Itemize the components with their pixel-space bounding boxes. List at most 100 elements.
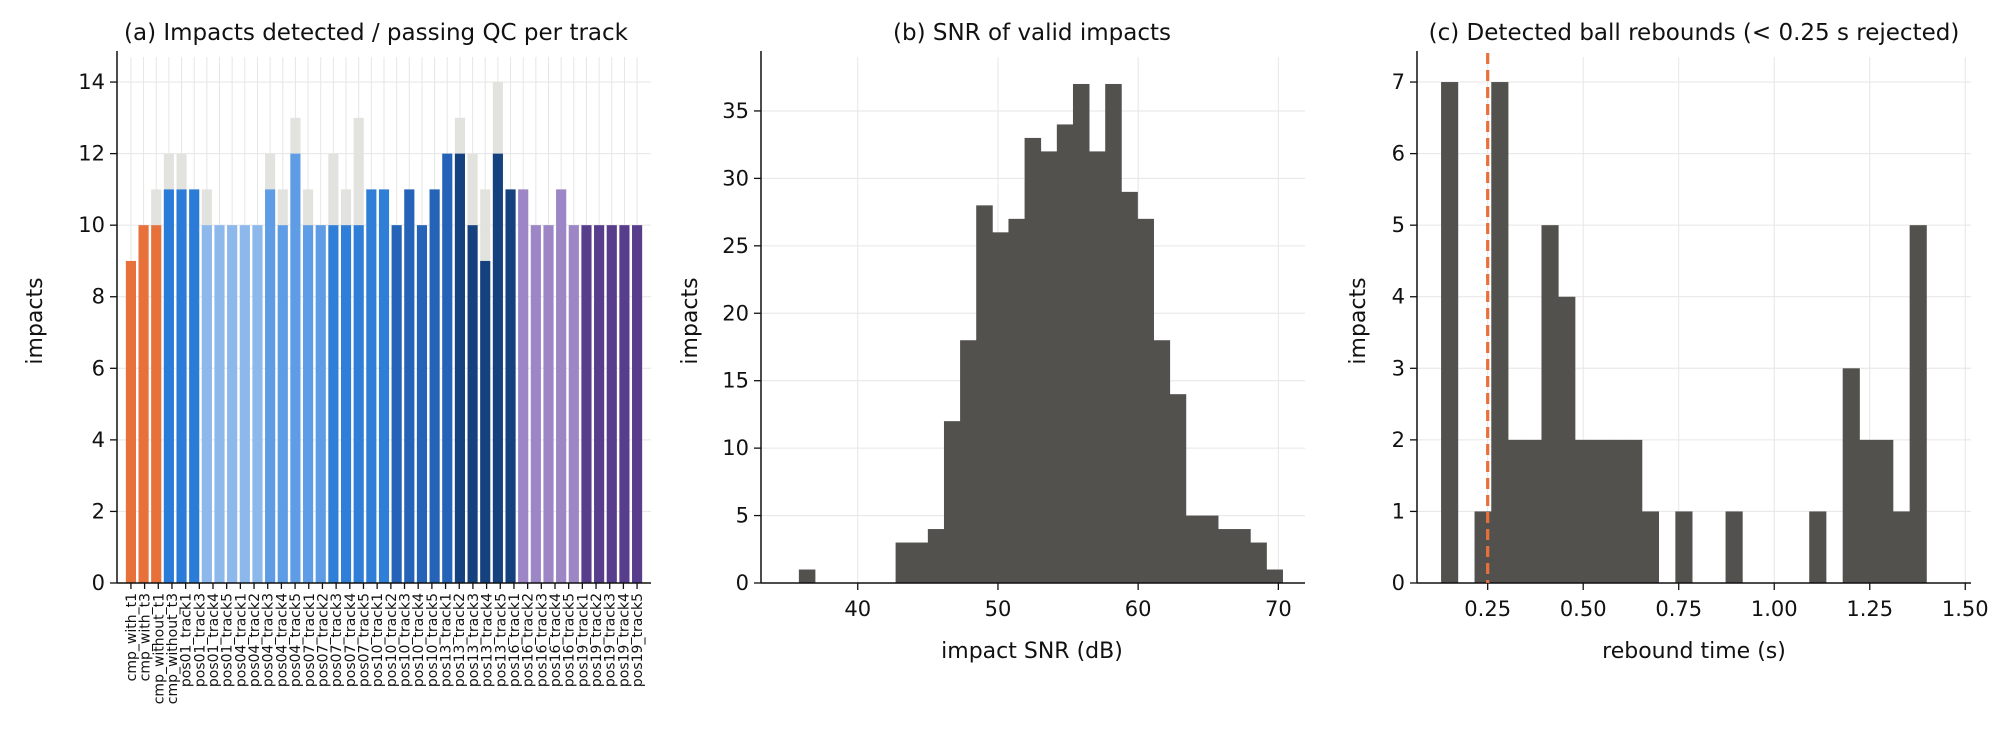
panel-b-hist-bar (1056, 124, 1074, 583)
panel-a-xtick-label: pos04_track1 (233, 593, 249, 687)
panel-b-hist-bar (992, 232, 1009, 584)
panel-b-hist-bar (1153, 340, 1171, 583)
panel-a-xtick-label: pos10_track2 (384, 593, 400, 687)
panel-a-xtick-label: pos13_track2 (452, 593, 468, 687)
panel-b-hist-bar (1250, 542, 1267, 583)
panel-a-xtick-label: pos04_track5 (288, 593, 304, 687)
panel-a-xtick-label: pos19_track3 (603, 593, 619, 687)
panel-c-xtick-label: 1.00 (1751, 597, 1798, 621)
panel-b-hist-bar (960, 340, 977, 583)
bar-passing-qc-cmp_with_t2 (138, 225, 149, 583)
panel-a-title: (a) Impacts detected / passing QC per tr… (124, 20, 629, 46)
panel-b-hist-bar (1137, 218, 1154, 583)
panel-a-ytick-label: 12 (78, 142, 105, 166)
panel-a-ytick-label: 8 (92, 285, 105, 309)
bar-passing-qc-pos04_track1 (265, 189, 276, 583)
panel-c-hist-bar (1541, 225, 1559, 583)
panel-c-hist-bar (1524, 439, 1542, 583)
panel-b-hist-bar (1121, 191, 1138, 583)
bar-passing-qc-cmp_without_t2 (176, 189, 187, 583)
bar-passing-qc-pos16_track3 (543, 225, 554, 583)
panel-c-ytick-label: 3 (1392, 356, 1405, 380)
panel-a-ylabel: impacts (23, 277, 48, 364)
bar-passing-qc-pos07_track1 (328, 225, 339, 583)
panel-c-hist-bar (1809, 511, 1827, 583)
panel-a-xtick-label: pos13_track3 (466, 593, 482, 687)
bar-passing-qc-pos07_track5 (378, 189, 390, 583)
bar-passing-qc-cmp_without_t3 (189, 189, 200, 583)
panel-b-hist-bar (1169, 394, 1187, 583)
bar-passing-qc-pos01_track1 (201, 225, 212, 583)
panel-a-ytick-label: 6 (92, 356, 105, 380)
panel-b-title: (b) SNR of valid impacts (893, 20, 1171, 46)
bar-passing-qc-pos10_track4 (429, 189, 440, 583)
panel-a-ytick-label: 4 (92, 428, 105, 452)
panel-c-ytick-label: 5 (1392, 213, 1405, 237)
panel-c-xtick-label: 1.50 (1942, 597, 1989, 621)
panel-c-ylabel: impacts (1346, 277, 1371, 364)
panel-a-xtick-label: pos16_track1 (507, 593, 523, 687)
panel-b-hist-bar (1089, 151, 1106, 583)
panel-b-hist-bar (1266, 569, 1283, 583)
panel-a-ytick-label: 2 (92, 499, 105, 523)
panel-a-xtick-label: pos19_track5 (630, 593, 646, 687)
panel-c-xlabel: rebound time (s) (1602, 639, 1786, 664)
panel-a-xtick-label: pos19_track4 (616, 593, 632, 687)
panel-b-ylabel: impacts (678, 277, 703, 364)
panel-c-xtick-label: 0.75 (1655, 597, 1702, 621)
panel-c-hist-bar (1558, 296, 1576, 583)
panel-b-hist-bar (1201, 515, 1219, 583)
bar-passing-qc-pos04_track2 (277, 225, 288, 583)
panel-a-xtick-label: pos07_track1 (302, 593, 318, 687)
panel-a-ytick-label: 14 (78, 70, 105, 94)
panel-b-ytick-label: 30 (722, 166, 749, 190)
panel-b-hist-bar (1218, 529, 1235, 583)
panel-c-rebound-histogram: (c) Detected ball rebounds (< 0.25 s rej… (1346, 20, 1989, 664)
panel-a-xtick-label: pos04_track2 (247, 593, 263, 687)
panel-a-xtick-label: pos13_track4 (480, 593, 496, 687)
panel-c-hist-bar (1859, 439, 1877, 583)
bar-passing-qc-pos07_track2 (340, 225, 352, 583)
panel-b-hist-bar (1234, 529, 1251, 583)
bar-passing-qc-pos16_track1 (518, 189, 529, 583)
panel-b-hist-bar (976, 205, 993, 583)
panel-a-xtick-label: pos16_track5 (562, 593, 578, 687)
bar-passing-qc-pos19_track1 (581, 225, 592, 583)
panel-a-xtick-label: cmp_with_t1 (124, 593, 140, 681)
panel-c-ytick-label: 4 (1392, 285, 1405, 309)
bar-passing-qc-pos19_track2 (594, 225, 605, 583)
panel-c-ytick-label: 2 (1392, 428, 1405, 452)
panel-a-xtick-label: pos01_track4 (206, 593, 222, 687)
panel-c-hist-bar (1441, 82, 1459, 584)
bar-passing-qc-pos16_track5 (568, 225, 579, 583)
bar-passing-qc-pos19_track3 (606, 225, 617, 583)
panel-a-xtick-label: pos07_track4 (343, 593, 359, 687)
panel-b-hist-bar (1105, 83, 1122, 583)
bar-passing-qc-pos07_track3 (353, 225, 364, 583)
panel-b-xtick-label: 50 (985, 597, 1012, 621)
panel-c-xtick-label: 0.25 (1464, 597, 1511, 621)
panel-c-hist-bar (1591, 439, 1609, 583)
panel-b-ytick-label: 5 (736, 504, 749, 528)
bar-passing-qc-pos04_track3 (290, 153, 301, 583)
panel-a-xtick-label: pos10_track1 (370, 593, 386, 687)
panel-a-xtick-label: pos10_track5 (425, 593, 441, 687)
panel-c-hist-bar (1725, 511, 1743, 583)
panel-a-xtick-label: pos19_track2 (589, 593, 605, 687)
panel-c-hist-bar (1675, 511, 1693, 583)
panel-c-hist-bar (1842, 368, 1860, 583)
bar-passing-qc-pos10_track5 (442, 153, 453, 583)
bar-passing-qc-pos13_track1 (454, 153, 465, 583)
bar-passing-qc-pos13_track3 (480, 260, 491, 583)
panel-a-xtick-label: pos10_track4 (411, 593, 427, 687)
bar-passing-qc-pos13_track5 (505, 189, 516, 583)
panel-c-hist-bar (1491, 82, 1509, 584)
panel-b-xlabel: impact SNR (dB) (941, 639, 1123, 664)
bar-passing-qc-pos01_track4 (239, 225, 250, 583)
panel-a-ytick-label: 0 (92, 571, 105, 595)
panel-b-ytick-label: 25 (722, 234, 749, 258)
panel-b-ytick-label: 15 (722, 369, 749, 393)
panel-b-ytick-label: 20 (722, 301, 749, 325)
panel-b-ytick-label: 10 (722, 436, 749, 460)
